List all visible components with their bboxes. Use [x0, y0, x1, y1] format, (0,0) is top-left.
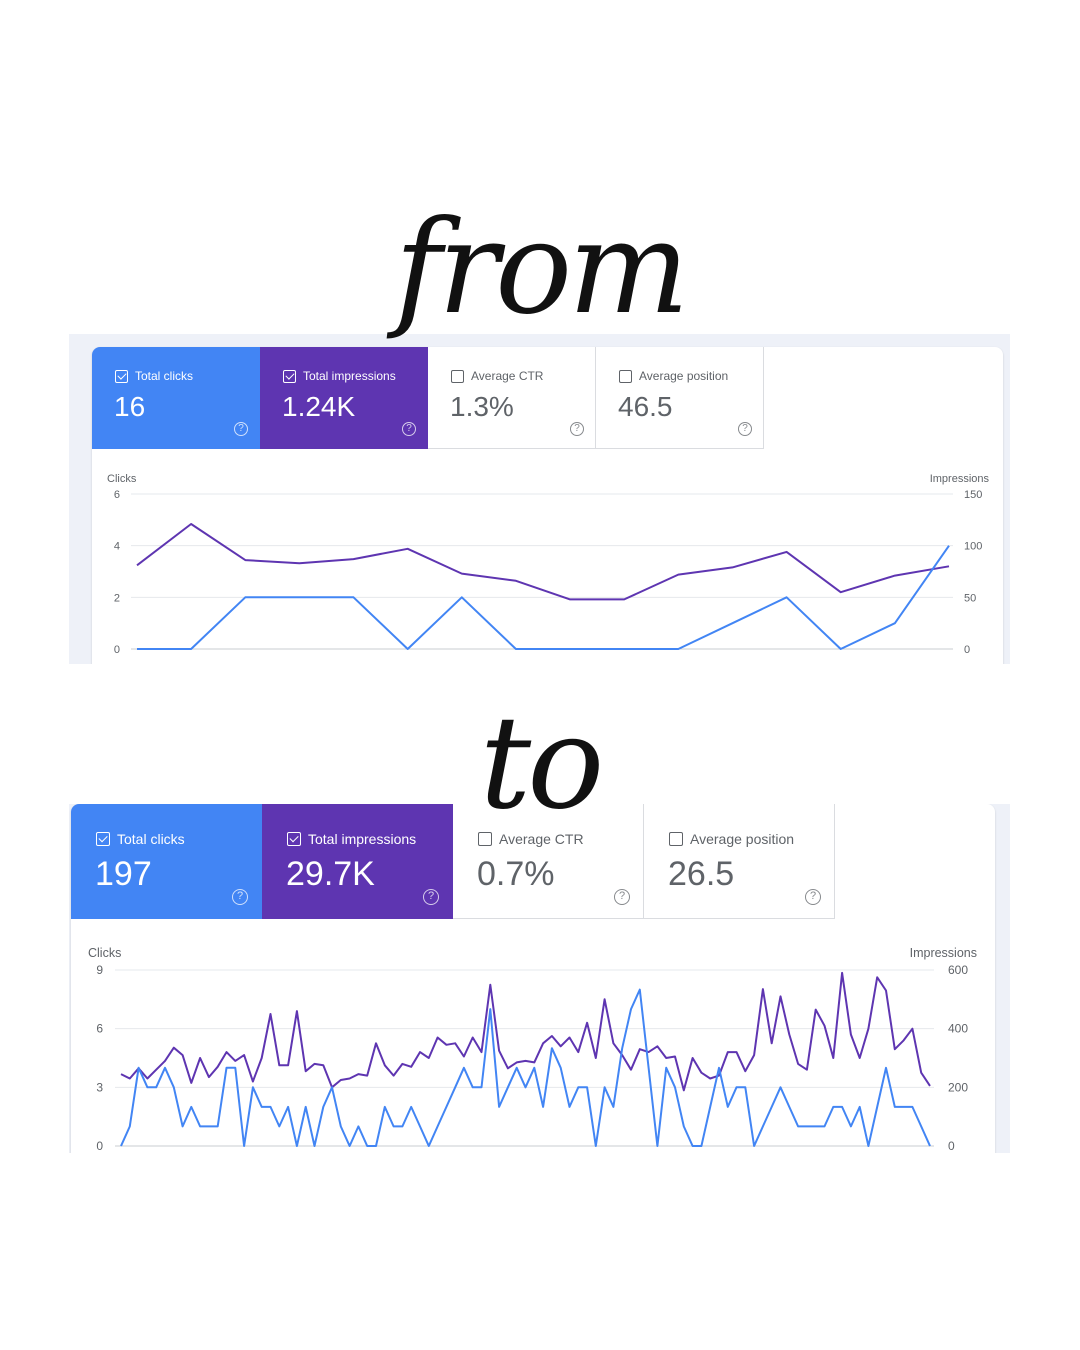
performance-card: Total clicks 16? Total impressions 1.24K? Av…: [92, 347, 1003, 664]
series-line-clicks: [137, 545, 950, 650]
metric-label-row: Total clicks: [115, 369, 193, 383]
left-tick-label: 6: [114, 489, 120, 501]
checkbox-empty-icon[interactable]: [669, 832, 683, 846]
right-tick-label: 150: [964, 489, 982, 501]
metric-label-row: Average CTR: [478, 831, 584, 847]
right-tick-label: 50: [964, 592, 976, 604]
series-line-impressions: [136, 523, 950, 601]
metric-tile-average-position[interactable]: Average position 46.5?: [596, 347, 764, 449]
metric-tile-total-impressions[interactable]: Total impressions 29.7K?: [262, 804, 453, 919]
checkbox-checked-icon[interactable]: [283, 369, 296, 383]
metric-label: Average CTR: [499, 831, 584, 847]
left-tick-label: 6: [96, 1022, 103, 1036]
right-tick-label: 0: [964, 644, 970, 656]
checkbox-checked-icon[interactable]: [96, 832, 110, 846]
checkbox-empty-icon[interactable]: [478, 832, 492, 846]
performance-card: Total clicks 197? Total impressions 29.7K? A…: [71, 804, 995, 1153]
metric-value: 0.7%: [477, 855, 555, 893]
right-axis-label: Impressions: [910, 946, 977, 960]
help-circle-icon[interactable]: ?: [402, 422, 416, 436]
performance-chart: Clicks Impressions 0 0 3 200 6 400 9 600: [88, 946, 977, 1153]
checkbox-empty-icon[interactable]: [619, 369, 632, 383]
help-circle-icon[interactable]: ?: [614, 889, 630, 905]
left-tick-label: 2: [114, 592, 120, 604]
metric-label-row: Average position: [669, 831, 794, 847]
left-tick-label: 0: [96, 1139, 103, 1153]
right-tick-label: 400: [948, 1022, 968, 1036]
metric-label-row: Total impressions: [287, 831, 416, 847]
right-tick-label: 0: [948, 1139, 955, 1153]
left-tick-label: 4: [114, 541, 120, 553]
help-circle-icon[interactable]: ?: [234, 422, 248, 436]
metric-label-row: Average position: [619, 369, 728, 383]
from-heading: from: [394, 194, 690, 343]
checkbox-empty-icon[interactable]: [451, 369, 464, 383]
metric-tile-total-clicks[interactable]: Total clicks 197?: [71, 804, 262, 919]
metric-label: Average CTR: [471, 369, 544, 383]
right-axis-label: Impressions: [930, 473, 990, 485]
metric-tile-total-impressions[interactable]: Total impressions 1.24K?: [260, 347, 428, 449]
metric-label: Total impressions: [308, 831, 417, 847]
right-tick-label: 600: [948, 963, 968, 977]
metric-label: Total clicks: [117, 831, 185, 847]
after-screenshot: Total clicks 197? Total impressions 29.7K? A…: [69, 804, 1010, 1153]
left-axis-label: Clicks: [88, 946, 121, 960]
left-tick-label: 9: [96, 963, 103, 977]
metric-value: 197: [95, 855, 152, 893]
metric-tile-average-ctr[interactable]: Average CTR 0.7%?: [453, 804, 644, 919]
metric-label-row: Average CTR: [451, 369, 543, 383]
before-screenshot: Total clicks 16? Total impressions 1.24K? Av…: [69, 334, 1010, 664]
metric-label: Average position: [690, 831, 795, 847]
help-circle-icon[interactable]: ?: [232, 889, 248, 905]
metric-value: 1.3%: [450, 391, 514, 422]
metric-label: Total clicks: [135, 369, 194, 383]
metric-label-row: Total clicks: [96, 831, 185, 847]
help-circle-icon[interactable]: ?: [570, 422, 584, 436]
series-line-impressions: [120, 971, 931, 1092]
metric-tile-total-clicks[interactable]: Total clicks 16?: [92, 347, 260, 449]
metric-value: 46.5: [618, 391, 673, 422]
checkbox-checked-icon[interactable]: [287, 832, 301, 846]
metric-label: Average position: [639, 369, 729, 383]
help-circle-icon[interactable]: ?: [738, 422, 752, 436]
metric-value: 26.5: [668, 855, 735, 893]
left-tick-label: 0: [114, 644, 120, 656]
metric-value: 16: [114, 391, 146, 422]
metric-label-row: Total impressions: [283, 369, 396, 383]
metric-tile-average-ctr[interactable]: Average CTR 1.3%?: [428, 347, 596, 449]
series-line-clicks: [120, 988, 931, 1147]
performance-chart: Clicks Impressions 0 0 2 50 4 100 6 150: [107, 473, 990, 656]
metric-label: Total impressions: [303, 369, 396, 383]
right-tick-label: 100: [964, 541, 982, 553]
metric-value: 29.7K: [286, 855, 375, 893]
left-axis-label: Clicks: [107, 473, 137, 485]
metric-value: 1.24K: [282, 391, 356, 422]
checkbox-checked-icon[interactable]: [115, 369, 128, 383]
to-heading: to: [479, 689, 605, 838]
right-tick-label: 200: [948, 1080, 968, 1094]
metric-tile-average-position[interactable]: Average position 26.5?: [644, 804, 835, 919]
help-circle-icon[interactable]: ?: [805, 889, 821, 905]
help-circle-icon[interactable]: ?: [423, 889, 439, 905]
left-tick-label: 3: [96, 1080, 103, 1094]
